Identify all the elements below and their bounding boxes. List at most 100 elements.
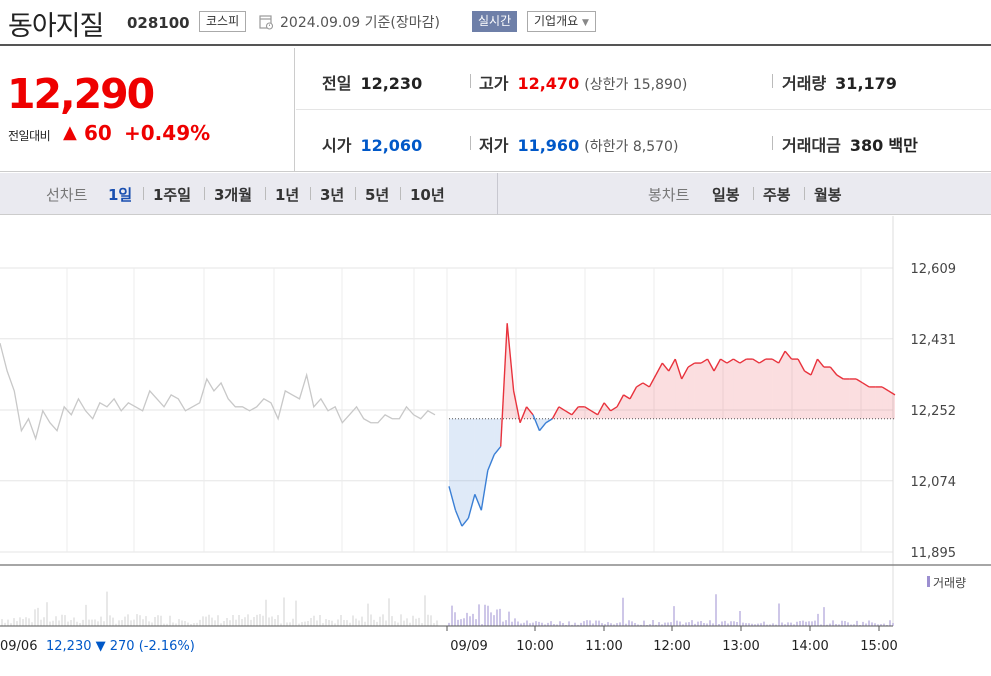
line-segment: [700, 358, 708, 364]
area-segment: [461, 418, 469, 527]
change-label: 전일대비: [8, 129, 51, 143]
line-segment: [752, 358, 760, 364]
area-segment: [591, 410, 598, 419]
area-segment: [642, 382, 650, 419]
tab-weekly-candle[interactable]: 주봉: [763, 186, 791, 204]
line-segment: [506, 323, 515, 391]
area-segment: [623, 394, 630, 419]
volume-bars: 거래량: [0, 576, 966, 627]
area-segment: [494, 418, 501, 455]
line-segment: [603, 402, 612, 412]
line-segment: [571, 406, 579, 416]
line-segment: [661, 362, 670, 372]
y-tick-label: 12,252: [911, 404, 957, 419]
realtime-button[interactable]: 실시간: [472, 11, 518, 32]
area-segment: [694, 363, 702, 419]
company-overview-dropdown[interactable]: 기업개요 ▼: [527, 11, 596, 32]
area-segment: [862, 382, 870, 419]
base-date: 2024.09.09 기준(장마감): [280, 15, 440, 31]
stat-separator: [772, 74, 773, 88]
area-segment: [565, 410, 572, 419]
area-segment: [875, 386, 883, 419]
line-segment: [784, 350, 793, 360]
x-tick-label: 10:00: [516, 639, 553, 654]
line-segment: [655, 362, 663, 376]
line-segment: [713, 358, 722, 372]
x-tick-label: 12:00: [653, 639, 690, 654]
line-segment: [706, 358, 715, 372]
y-tick-label: 11,895: [911, 546, 957, 561]
area-segment: [681, 367, 689, 419]
x-tick-label: 09/09: [450, 639, 487, 654]
price-chart: 12,609 12,431 12,252 12,074 11,895 거래량 09/09…: [0, 216, 991, 676]
area-segment: [649, 374, 656, 419]
row-divider: [296, 109, 991, 110]
line-segment: [855, 378, 864, 384]
tab-separator: [400, 187, 401, 200]
tab-1y[interactable]: 1년: [275, 186, 300, 204]
line-segment: [771, 358, 780, 364]
line-segment: [720, 358, 728, 364]
tab-3y[interactable]: 3년: [320, 186, 345, 204]
line-segment: [448, 486, 457, 511]
period-tabs: 선차트 1일 1주일 3개월 1년 3년 5년 10년 봉차트 일봉 주봉 월봉: [0, 173, 991, 215]
price-box: 12,290 전일대비 ▲ 60 +0.49%: [0, 48, 295, 172]
area-segment: [726, 359, 734, 419]
area-segment: [662, 363, 669, 419]
area-segment: [688, 363, 695, 419]
line-segment: [590, 410, 599, 416]
tab-1w[interactable]: 1주일: [153, 186, 192, 204]
area-segment: [830, 367, 837, 419]
today-area: [449, 323, 895, 527]
line-segment: [881, 386, 889, 392]
y-tick-label: 12,431: [911, 333, 957, 348]
volume-legend-swatch: [927, 576, 930, 587]
stat-low: 저가 11,960 (하한가 8,570): [479, 136, 679, 155]
prev-day-series: [0, 343, 436, 441]
tab-3m[interactable]: 3개월: [214, 186, 253, 204]
area-segment: [733, 359, 740, 419]
tab-separator: [265, 187, 266, 200]
area-segment: [810, 359, 818, 419]
change-rate: +0.49%: [124, 121, 211, 145]
line-segment: [474, 494, 482, 511]
prev-day-line: [0, 343, 436, 441]
chart-grid: [0, 216, 991, 626]
tab-monthly-candle[interactable]: 월봉: [814, 186, 842, 204]
line-segment: [636, 382, 644, 388]
tab-5y[interactable]: 5년: [365, 186, 390, 204]
stat-open: 시가 12,060: [322, 136, 423, 155]
x-tick-labels: 09/09 10:00 11:00 12:00 13:00 14:00 15:00 09/06…: [0, 626, 898, 654]
line-segment: [810, 358, 819, 376]
stat-volume: 거래량 31,179: [782, 74, 897, 93]
area-segment: [856, 378, 863, 419]
area-segment: [869, 386, 876, 419]
x-tick-label: 14:00: [791, 639, 828, 654]
area-segment: [455, 418, 462, 527]
line-segment: [674, 358, 683, 380]
area-segment: [778, 351, 786, 419]
x-tick-label: 15:00: [860, 639, 897, 654]
tab-separator: [753, 187, 754, 200]
line-segment: [532, 414, 541, 431]
area-segment: [772, 359, 779, 419]
price-change: 60: [84, 121, 112, 145]
tab-daily-candle[interactable]: 일봉: [712, 186, 740, 204]
y-tick-labels: 12,609 12,431 12,252 12,074 11,895: [911, 262, 957, 561]
area-segment: [668, 359, 676, 419]
area-segment: [817, 359, 824, 419]
line-segment: [739, 358, 747, 364]
market-badge: 코스피: [199, 11, 247, 32]
line-segment: [836, 374, 844, 380]
stat-separator: [772, 136, 773, 150]
current-price: 12,290: [7, 70, 155, 118]
line-segment: [758, 358, 767, 364]
line-segment: [545, 418, 553, 424]
line-segment: [558, 406, 566, 412]
tab-1d[interactable]: 1일: [108, 186, 133, 204]
line-segment: [623, 394, 631, 400]
y-tick-label: 12,609: [911, 262, 957, 277]
today-line: [448, 323, 896, 527]
tab-10y[interactable]: 10년: [410, 186, 445, 204]
line-segment: [564, 410, 573, 416]
